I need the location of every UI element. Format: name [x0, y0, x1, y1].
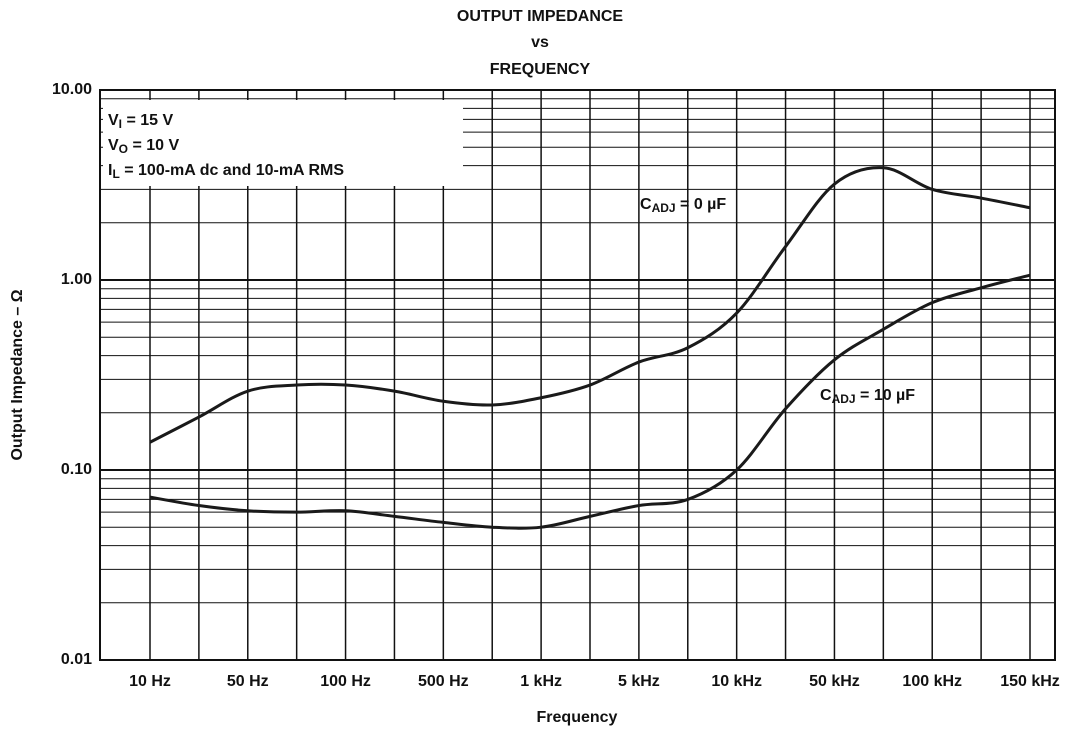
y-tick-label: 0.10	[61, 461, 92, 478]
y-axis-title: Output Impedance – Ω	[9, 289, 26, 460]
x-tick-label: 10 Hz	[129, 673, 171, 690]
chart-title: FREQUENCY	[490, 61, 591, 78]
label-main: C	[820, 387, 832, 404]
label-tail: = 0 µF	[676, 196, 727, 213]
chart-title: OUTPUT IMPEDANCE	[457, 8, 624, 25]
y-tick-label: 1.00	[61, 271, 92, 288]
annotation: IL = 100-mA dc and 10-mA RMS	[108, 162, 344, 181]
x-axis-title: Frequency	[537, 709, 618, 726]
label-sub: ADJ	[832, 392, 856, 406]
label-tail: = 15 V	[122, 112, 173, 129]
x-tick-label: 100 Hz	[320, 673, 371, 690]
x-tick-label: 10 kHz	[711, 673, 762, 690]
x-tick-label: 1 kHz	[520, 673, 562, 690]
label-main: V	[108, 137, 119, 154]
series-label: CADJ = 0 µF	[640, 196, 726, 215]
label-sub: O	[119, 142, 128, 156]
chart-title: vs	[531, 34, 549, 51]
y-tick-label: 10.00	[52, 81, 92, 98]
label-tail: = 10 µF	[856, 387, 916, 404]
series-label: CADJ = 10 µF	[820, 387, 915, 406]
x-tick-label: 500 Hz	[418, 673, 469, 690]
x-tick-label: 100 kHz	[902, 673, 962, 690]
x-tick-label: 50 Hz	[227, 673, 269, 690]
label-main: C	[640, 196, 652, 213]
label-tail: = 100-mA dc and 10-mA RMS	[120, 162, 345, 179]
annotation: VO = 10 V	[108, 137, 179, 156]
legend-box	[103, 100, 463, 186]
label-tail: = 10 V	[128, 137, 179, 154]
label-sub: I	[119, 117, 122, 131]
x-tick-label: 5 kHz	[618, 673, 660, 690]
y-tick-label: 0.01	[61, 651, 92, 668]
plot-frame	[99, 89, 1056, 661]
label-sub: ADJ	[652, 201, 676, 215]
x-tick-label: 50 kHz	[809, 673, 860, 690]
label-main: V	[108, 112, 119, 129]
label-main: I	[108, 162, 112, 179]
annotation: VI = 15 V	[108, 112, 173, 131]
label-sub: L	[112, 167, 119, 181]
x-tick-label: 150 kHz	[1000, 673, 1060, 690]
series-line	[149, 166, 1031, 444]
series-line	[149, 273, 1031, 530]
